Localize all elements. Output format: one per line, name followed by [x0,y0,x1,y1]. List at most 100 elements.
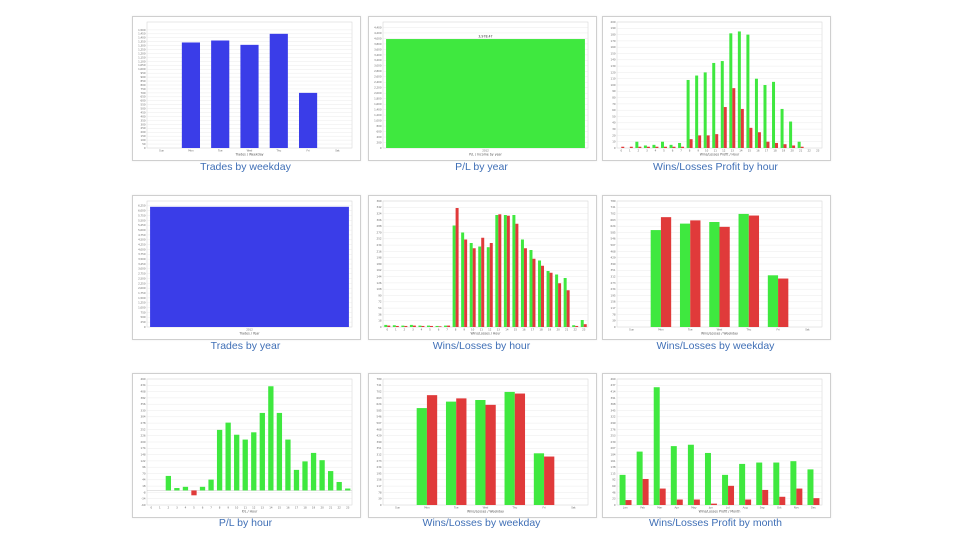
y-tick-label: 69 [612,484,616,488]
bar [709,222,720,327]
y-tick-label: 0 [144,325,146,329]
y-tick-label: 44 [142,478,146,482]
bar [625,500,632,505]
x-tick-label: 20 [556,328,560,332]
x-tick-label: 21 [799,149,803,153]
y-tick-label: 546 [377,415,382,419]
bar [461,232,465,327]
x-tick-label: 16 [286,506,290,510]
y-tick-label: 156 [611,300,616,304]
x-tick-label: 23 [582,328,586,332]
y-tick-label: 0 [144,146,146,150]
bar [319,460,325,491]
x-tick-label: 4 [421,328,423,332]
y-tick-label: 18 [142,484,146,488]
y-tick-label: 351 [377,446,382,450]
y-tick-label: 108 [377,287,382,291]
y-tick-label: 120 [611,70,616,74]
y-tick-label: 5,000 [138,228,146,232]
y-tick-label: 0 [380,503,382,507]
x-tick-label: Sat [335,149,339,153]
bar [268,386,274,491]
x-tick-label: 11 [480,328,484,332]
bar [690,220,701,327]
y-tick-label: 702 [377,390,382,394]
bar [435,325,439,327]
y-tick-label: 288 [377,224,382,228]
y-tick-label: 330 [141,408,146,412]
x-tick-label: 0 [620,149,622,153]
bar [165,475,172,491]
x-tick-label: 6 [672,149,674,153]
x-tick-label: Nov [794,506,800,510]
bar [762,489,769,505]
y-tick-label: 1,000 [138,306,146,310]
y-tick-label: 90 [378,293,382,297]
bar [558,283,562,327]
y-tick-label: 3,400 [374,53,382,57]
y-tick-label: 250 [141,126,146,130]
y-tick-label: 207 [611,446,616,450]
bar [737,31,741,149]
y-tick-label: 741 [377,383,382,387]
bar [444,325,448,327]
y-tick-label: 300 [141,122,146,126]
bar [506,215,510,327]
x-tick-label: Mon [424,506,430,510]
bar [686,79,690,148]
bar [738,213,749,327]
y-tick-label: 3,800 [374,42,382,46]
x-tick-label: 1 [395,328,397,332]
y-tick-label: 1,000 [138,67,146,71]
y-tick-label: 345 [611,408,616,412]
y-tick-label: 50 [142,142,146,146]
x-tick-label: Jun [708,506,713,510]
bar [663,146,667,148]
bar [669,144,673,148]
y-tick-label: 2,200 [374,86,382,90]
x-tick-label: 6 [438,328,440,332]
x-tick-label: 15 [278,506,282,510]
bar [767,275,779,327]
x-tick-label: Feb [640,506,645,510]
y-tick-label: 276 [611,427,616,431]
y-tick-label: 507 [611,243,616,247]
bar [719,226,730,327]
y-tick-label: 200 [611,20,616,24]
y-tick-label: 110 [611,77,616,81]
bar [541,265,545,327]
y-tick-label: 230 [611,440,616,444]
bar [387,325,391,327]
y-tick-label: 0 [614,325,616,329]
bar [575,325,579,327]
chart-panel-pl-by-hour: -60 -34 -8 18 44 70 96 122 148 174 200 226 252 278 304… [132,373,361,518]
caption-wins-losses-by-hour: Wins/Losses by hour [432,340,531,352]
bar [386,39,585,148]
x-tick-label: 18 [773,149,777,153]
bar [775,142,779,148]
chart-wins-losses-profit-by-hour-svg: 0102030405060708090100110120130140150160… [611,20,823,157]
y-tick-label: 702 [611,212,616,216]
caption-trades-by-year: Trades by year [210,340,281,352]
x-tick-label: 0 [386,328,388,332]
bar [689,139,693,148]
x-tick-label: Jan [623,506,628,510]
bar [652,144,656,148]
x-tick-label: 17 [531,328,535,332]
y-tick-label: 382 [141,396,146,400]
bar [813,498,820,505]
y-tick-label: 460 [141,377,146,381]
y-tick-label: 390 [377,440,382,444]
bar [426,395,438,505]
x-tick-label: Fri [777,328,780,332]
y-tick-label: 190 [611,26,616,30]
chart-panel-wins-losses-profit-by-hour: 0 10 20 30 40 50 60 70 80 90 100 110 120 130 140 150 160… [602,16,831,161]
y-tick-label: 468 [377,427,382,431]
bar [797,141,801,148]
bar [452,225,456,327]
y-tick-label: 252 [377,237,382,241]
x-axis-title: Wins/Losses / Weekday [701,332,738,336]
x-tick-label: 2012 [482,149,489,153]
bar [515,223,519,327]
y-tick-label: 600 [141,99,146,103]
